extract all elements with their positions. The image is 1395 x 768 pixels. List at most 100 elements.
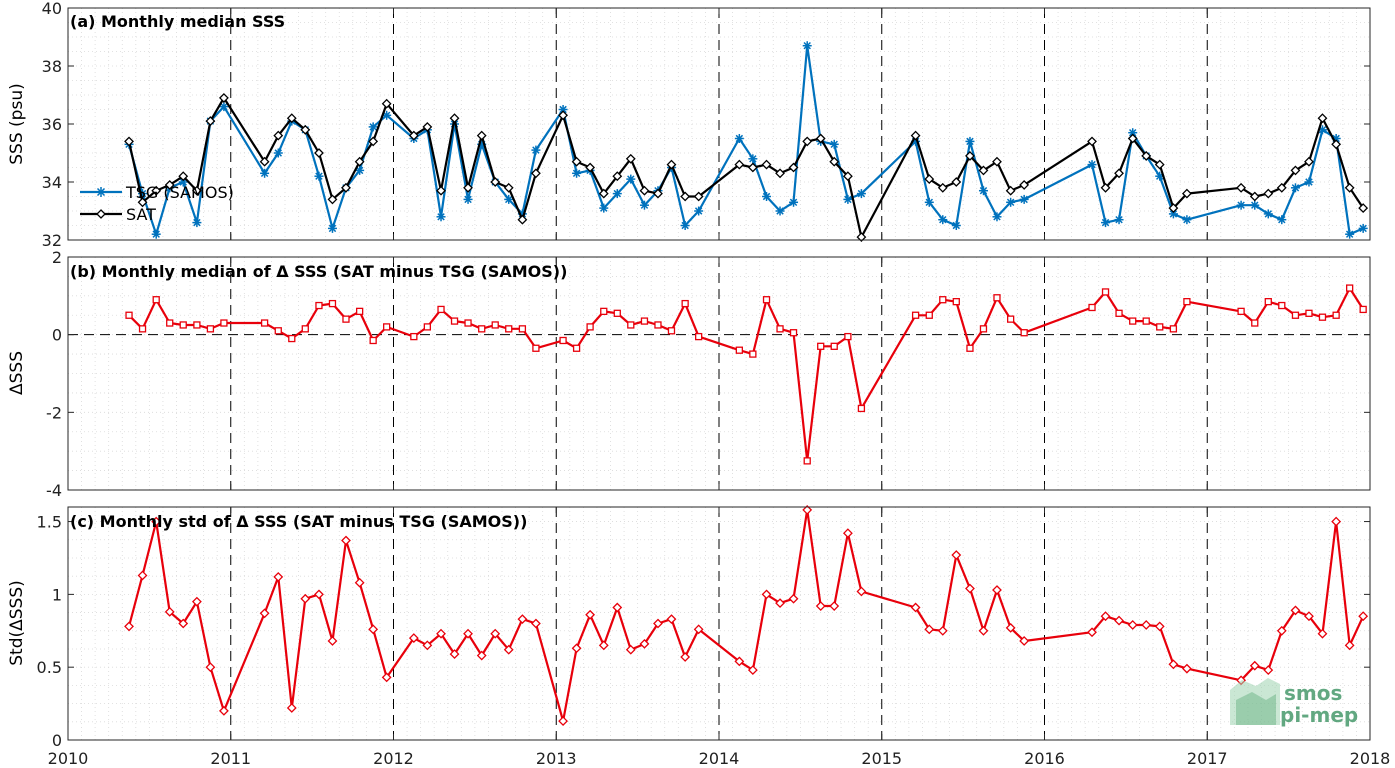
y-tick-label: 0 — [52, 326, 62, 345]
series-0-point — [735, 346, 743, 354]
series-0-point — [559, 336, 567, 345]
series-0-point — [206, 325, 215, 333]
series-0-point — [286, 703, 297, 713]
series-0-point — [1005, 622, 1016, 633]
legend-tsg-marker — [96, 187, 106, 197]
sat-point — [856, 232, 867, 243]
series-0-point — [910, 602, 921, 613]
tsg-samos-point — [1182, 215, 1192, 225]
tsg-samos-point — [327, 223, 337, 233]
series-0-point — [450, 317, 459, 325]
sat-point — [612, 171, 623, 182]
tsg-samos-point — [1304, 177, 1314, 187]
legend-sat-marker — [96, 209, 106, 219]
series-0-point — [842, 528, 853, 539]
sat-point — [436, 185, 446, 196]
tsg-samos-point — [192, 218, 202, 228]
sat-point — [503, 182, 514, 193]
series-0-point — [355, 307, 364, 316]
series-0-point — [776, 325, 784, 333]
series-0-point — [1141, 620, 1152, 630]
panel-b-series — [125, 284, 1367, 465]
y-tick-label: 38 — [42, 57, 62, 76]
tsg-samos-point — [639, 200, 649, 210]
sat-point — [1114, 168, 1124, 179]
series-0-point — [600, 307, 608, 316]
series-0-point — [789, 329, 798, 337]
sat-point — [978, 165, 989, 176]
series-0-point — [666, 614, 677, 625]
series-0-point — [1087, 627, 1097, 638]
sat-point — [137, 197, 148, 208]
series-0-point — [612, 602, 623, 613]
series-0-point — [734, 656, 745, 667]
series-0-point — [681, 299, 689, 308]
tsg-samos-point — [762, 192, 772, 201]
series-0-point — [653, 618, 663, 629]
sat-point — [124, 136, 134, 147]
series-0-point — [437, 305, 445, 314]
series-0-point — [1263, 665, 1274, 676]
series-0-point — [640, 317, 649, 325]
series-0-point — [925, 311, 933, 319]
sat-point — [1181, 188, 1192, 199]
series-0-point — [274, 327, 282, 335]
series-0-point — [220, 319, 228, 327]
series-0-point — [164, 606, 175, 617]
series-0-point — [1115, 309, 1123, 317]
series-0-point — [273, 571, 284, 582]
series-0-point — [341, 535, 351, 546]
sat-point — [680, 191, 691, 202]
sat-point — [1358, 203, 1369, 214]
y-tick-label: 36 — [42, 115, 62, 134]
series-0-point — [342, 315, 350, 323]
x-tick-label: 2012 — [373, 749, 414, 768]
series-0-point — [137, 570, 148, 581]
panel-a: 32 34 36 38 40 (a) Monthly median SSS SSS (p… — [7, 0, 1371, 250]
series-0-point — [830, 342, 838, 350]
series-0-point — [939, 296, 947, 304]
sat-point — [1236, 182, 1247, 193]
sat-point — [1019, 179, 1030, 190]
y-tick-label: 1.5 — [37, 513, 62, 532]
tsg-samos-point — [1087, 160, 1097, 170]
tsg-samos-point — [1101, 218, 1111, 228]
series-0-point — [911, 311, 920, 319]
series-0-point — [152, 296, 160, 304]
series-0-point — [1142, 317, 1150, 325]
series-0-point — [301, 325, 309, 333]
smos-pi-mep-logo: smos pi-mep — [1230, 678, 1358, 727]
panel-a-ylabel: SSS (psu) — [7, 83, 27, 164]
sat-point — [463, 182, 473, 193]
series-0-point — [193, 321, 201, 329]
sat-point — [1263, 188, 1274, 199]
tsg-samos-point — [626, 174, 636, 184]
sat-point — [286, 113, 297, 124]
sat-point — [1276, 182, 1287, 193]
sat-point — [598, 188, 609, 199]
sat-point — [653, 188, 663, 199]
tsg-samos-point — [463, 194, 473, 204]
x-tick-label: 2011 — [210, 749, 251, 768]
sat-point — [205, 116, 216, 127]
tsg-samos-point — [694, 206, 704, 216]
series-0-point — [1127, 620, 1138, 630]
series-0-point — [300, 593, 311, 604]
x-axis-tick-labels: 2010 2011 2012 2013 2014 2015 2016 2017 2018 — [48, 749, 1391, 768]
sat-point — [259, 156, 270, 167]
series-0-point — [178, 618, 189, 629]
series-0-point — [844, 332, 852, 341]
sat-point — [734, 159, 745, 170]
series-0-point — [627, 321, 635, 329]
series-0-point — [166, 319, 174, 327]
tsg-samos-point — [951, 221, 961, 230]
series-0-point — [1183, 298, 1191, 306]
series-0-point — [1358, 611, 1369, 622]
tsg-samos-point — [572, 168, 582, 178]
series-0-point — [585, 609, 596, 620]
panel-b-title: (b) Monthly median of Δ SSS (SAT minus T… — [70, 262, 567, 281]
series-0-point — [179, 321, 187, 329]
series-0-point — [815, 601, 826, 611]
series-0-point — [654, 321, 662, 329]
legend: TSG (SAMOS) SAT — [80, 183, 234, 224]
